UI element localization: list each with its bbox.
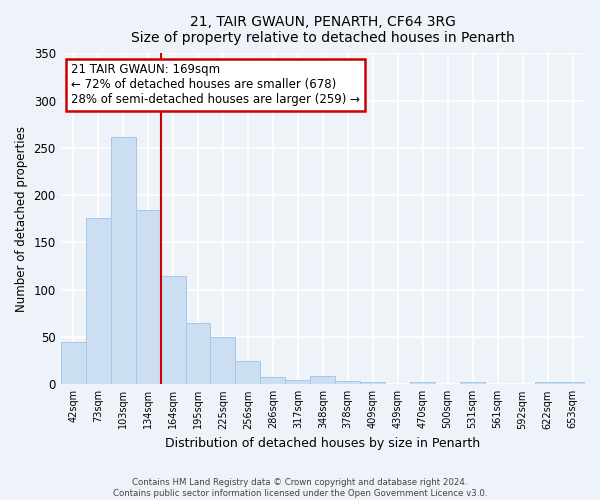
- Bar: [410, 382, 435, 384]
- X-axis label: Distribution of detached houses by size in Penarth: Distribution of detached houses by size …: [165, 437, 481, 450]
- Bar: [535, 382, 560, 384]
- Bar: [260, 376, 286, 384]
- Bar: [560, 382, 585, 384]
- Title: 21, TAIR GWAUN, PENARTH, CF64 3RG
Size of property relative to detached houses i: 21, TAIR GWAUN, PENARTH, CF64 3RG Size o…: [131, 15, 515, 45]
- Bar: [61, 342, 86, 384]
- Bar: [335, 380, 360, 384]
- Text: 21 TAIR GWAUN: 169sqm
← 72% of detached houses are smaller (678)
28% of semi-det: 21 TAIR GWAUN: 169sqm ← 72% of detached …: [71, 63, 360, 106]
- Bar: [110, 138, 136, 384]
- Bar: [360, 382, 385, 384]
- Text: Contains HM Land Registry data © Crown copyright and database right 2024.
Contai: Contains HM Land Registry data © Crown c…: [113, 478, 487, 498]
- Bar: [86, 218, 110, 384]
- Bar: [161, 276, 185, 384]
- Y-axis label: Number of detached properties: Number of detached properties: [15, 126, 28, 312]
- Bar: [460, 382, 485, 384]
- Bar: [286, 380, 310, 384]
- Bar: [211, 337, 235, 384]
- Bar: [310, 376, 335, 384]
- Bar: [185, 323, 211, 384]
- Bar: [136, 210, 161, 384]
- Bar: [235, 360, 260, 384]
